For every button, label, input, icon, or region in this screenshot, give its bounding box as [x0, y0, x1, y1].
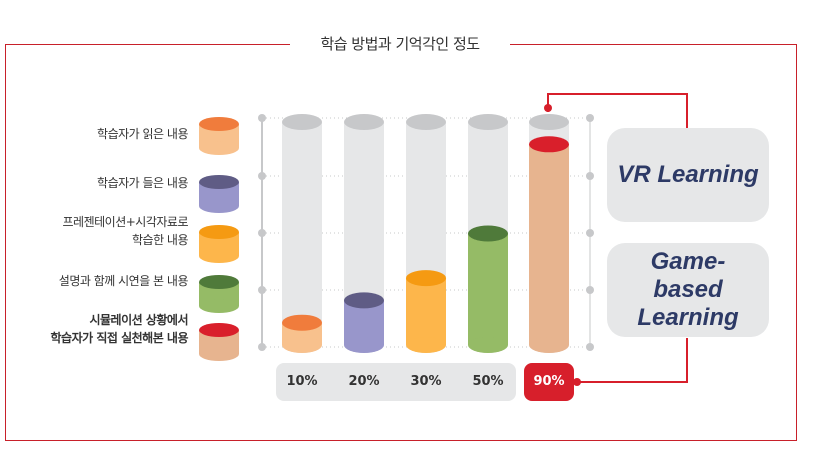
legend-label-line: 학습자가 읽은 내용: [97, 127, 188, 141]
legend-cylinder-bottom-3: [199, 299, 239, 313]
legend-cylinder-bottom-2: [199, 249, 239, 263]
percent-label-3: 50%: [472, 374, 504, 389]
grid-dot-right-3: [586, 286, 594, 294]
grid-dot-right-4: [586, 343, 594, 351]
bar-bottom-0: [282, 337, 322, 353]
legend-label-0: 학습자가 읽은 내용: [20, 125, 188, 143]
legend-label-line: 프레젠테이션+시각자료로: [62, 215, 189, 229]
legend-label-line: 학습자가 직접 실천해본 내용: [50, 331, 188, 345]
legend-cylinder-top-4: [199, 323, 239, 337]
bar-3: [468, 233, 508, 345]
grid-dot-left-4: [258, 343, 266, 351]
connector-top: [547, 93, 688, 128]
percent-highlight-bg: [524, 363, 574, 401]
bar-top-3: [468, 225, 508, 242]
legend-label-line: 학습한 내용: [131, 233, 189, 247]
bar-top-4: [529, 136, 569, 153]
percent-label-1: 20%: [348, 374, 380, 389]
bar-bottom-3: [468, 337, 508, 353]
legend-cylinder-top-0: [199, 117, 239, 131]
pill-vr-learning: VR Learning: [607, 128, 769, 222]
legend-cylinder-bottom-4: [199, 347, 239, 361]
percent-label-0: 10%: [286, 374, 318, 389]
percent-label-2: 30%: [410, 374, 442, 389]
bar-track-0: [282, 122, 322, 345]
legend-label-1: 학습자가 들은 내용: [20, 174, 188, 192]
highlight-connector: [544, 93, 688, 386]
bar-track-top-2: [406, 114, 446, 130]
bar-top-2: [406, 270, 446, 287]
pill-vr-label: VR Learning: [617, 161, 759, 188]
legend-label-line: 설명과 함께 시연을 본 내용: [58, 274, 189, 288]
legend-label-3: 설명과 함께 시연을 본 내용: [20, 272, 189, 290]
bar-bottom-4: [529, 337, 569, 353]
bars-group: [282, 114, 569, 353]
bar-track-top-3: [468, 114, 508, 130]
bar-bottom-2: [406, 337, 446, 353]
grid-dot-left-2: [258, 229, 266, 237]
legend-icons: [199, 117, 239, 361]
connector-bottom-dot: [573, 378, 581, 386]
legend-cylinder-top-3: [199, 275, 239, 289]
connector-top-dot: [544, 104, 552, 112]
bar-top-1: [344, 292, 384, 309]
grid-dot-right-2: [586, 229, 594, 237]
bar-track-top-0: [282, 114, 322, 130]
grid-dot-right-0: [586, 114, 594, 122]
grid-dot-left-0: [258, 114, 266, 122]
percent-label-4: 90%: [533, 374, 565, 389]
pill-game-label: Game-based Learning: [637, 248, 739, 331]
bar-2: [406, 278, 446, 345]
connector-bottom: [574, 338, 688, 383]
chart-title: 학습 방법과 기억각인 정도: [290, 30, 510, 58]
percent-strip: [276, 363, 516, 401]
grid-dot-left-3: [258, 286, 266, 294]
legend-cylinder-top-1: [199, 175, 239, 189]
pill-game-based-learning: Game-based Learning: [607, 243, 769, 337]
legend-label-line: 시뮬레이션 상황에서: [89, 313, 188, 327]
bar-track-top-1: [344, 114, 384, 130]
legend-cylinder-bottom-0: [199, 141, 239, 155]
grid-dot-right-1: [586, 172, 594, 180]
grid-dot-left-1: [258, 172, 266, 180]
legend-label-line: 학습자가 들은 내용: [97, 176, 188, 190]
bar-4: [529, 144, 569, 345]
bar-track-top-4: [529, 114, 569, 130]
legend-cylinder-bottom-1: [199, 199, 239, 213]
bar-top-0: [282, 314, 322, 331]
legend-cylinder-top-2: [199, 225, 239, 239]
bar-bottom-1: [344, 337, 384, 353]
